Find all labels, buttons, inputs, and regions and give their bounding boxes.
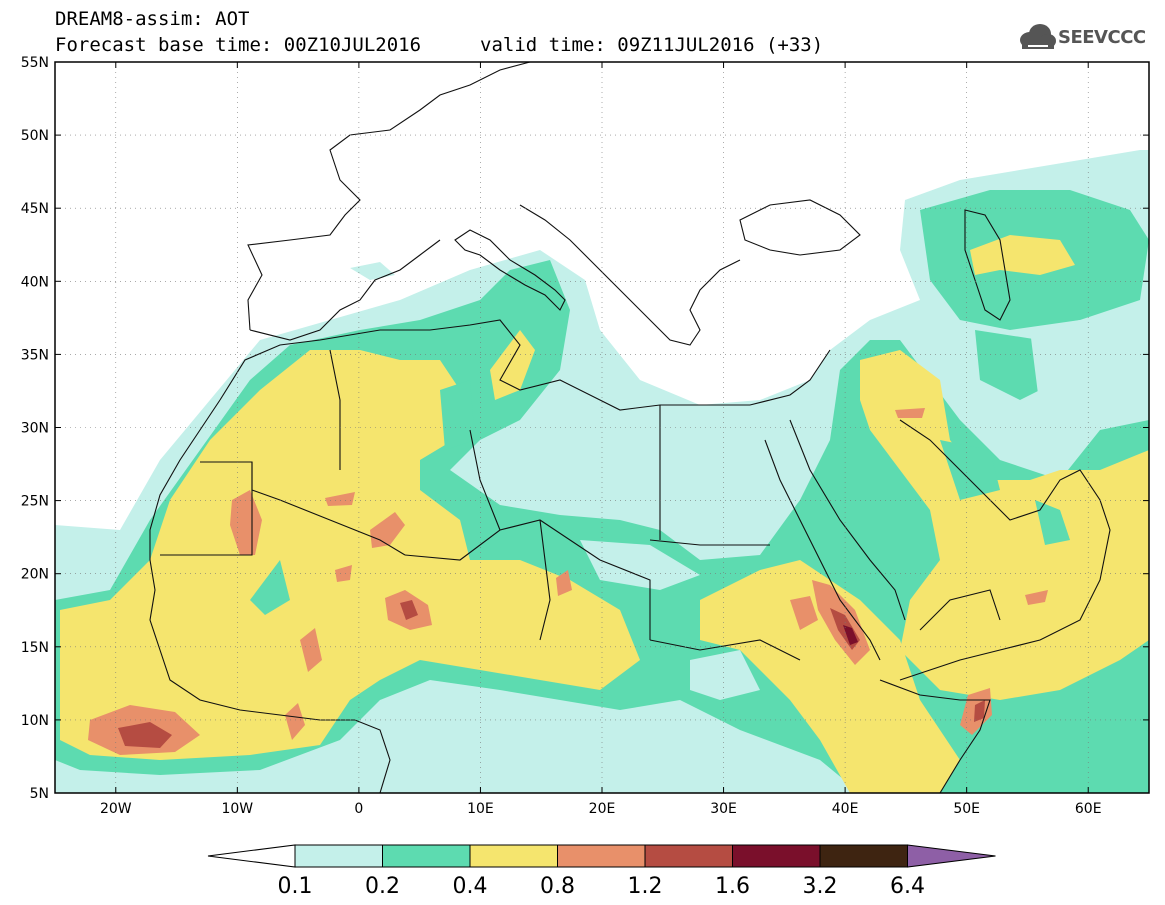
legend-swatch: [382, 844, 471, 868]
lat-tick-label: 30N: [21, 421, 49, 437]
lat-tick-label: 25N: [21, 494, 49, 510]
map-title: DREAM8-assim: AOT: [55, 8, 250, 30]
lat-tick-label: 40N: [21, 274, 49, 290]
seevccc-logo: SEEVCCC: [1018, 20, 1158, 56]
legend-threshold-label: 1.6: [715, 874, 750, 899]
forecast-base-time: Forecast base time: 00Z10JUL2016: [55, 34, 422, 56]
graticule: [55, 62, 1149, 793]
lon-tick-label: 20W: [100, 801, 132, 817]
longitude-axis: 20W 10W 0 10E 20E 30E 40E 50E 60E: [100, 801, 1102, 817]
legend-swatch: [819, 844, 908, 868]
legend-threshold-label: 6.4: [890, 874, 925, 899]
legend-swatch: [732, 844, 821, 868]
latitude-axis: 55N 50N 45N 40N 35N 30N 25N 20N 15N 10N 5N: [21, 55, 49, 802]
aot-holes-low: [480, 320, 1120, 700]
legend-threshold-label: 1.2: [628, 874, 663, 899]
lon-tick-label: 40E: [832, 801, 859, 817]
legend-high-arrow: [907, 844, 996, 868]
legend-threshold-label: 0.4: [453, 874, 488, 899]
legend-swatch: [557, 844, 646, 868]
lon-tick-label: 10W: [221, 801, 253, 817]
legend-threshold-label: 0.1: [278, 874, 313, 899]
lon-tick-label: 60E: [1075, 801, 1102, 817]
lat-tick-label: 15N: [21, 640, 49, 656]
legend-threshold-label: 0.2: [365, 874, 400, 899]
valid-time: valid time: 09Z11JUL2016 (+33): [480, 34, 824, 56]
lat-tick-label: 35N: [21, 347, 49, 363]
lat-tick-label: 50N: [21, 128, 49, 144]
lat-tick-label: 10N: [21, 713, 49, 729]
logo-text: SEEVCCC: [1058, 27, 1146, 48]
aot-green-interior: [250, 380, 1070, 615]
lon-tick-label: 30E: [710, 801, 737, 817]
coastlines: [149, 62, 1111, 793]
legend-swatch: [294, 844, 383, 868]
lat-tick-label: 45N: [21, 201, 49, 217]
lon-tick-label: 20E: [589, 801, 616, 817]
lon-tick-label: 0: [354, 801, 363, 817]
legend-swatch: [469, 844, 558, 868]
legend-threshold-label: 3.2: [803, 874, 838, 899]
aot-legend: 0.1 0.2 0.4 0.8 1.2 1.6 3.2 6.4: [207, 844, 996, 899]
lon-tick-label: 50E: [953, 801, 980, 817]
aot-contour-0.4: [60, 235, 1149, 793]
aot-contour-1.6: [843, 625, 858, 645]
legend-swatch: [644, 844, 733, 868]
legend-threshold-label: 0.8: [540, 874, 575, 899]
lon-tick-label: 10E: [467, 801, 494, 817]
lat-tick-label: 20N: [21, 567, 49, 583]
lat-tick-label: 5N: [30, 786, 49, 802]
lat-tick-label: 55N: [21, 55, 49, 71]
aot-map: 55N 50N 45N 40N 35N 30N 25N 20N 15N 10N 5N 20W 10W 0…: [21, 55, 1150, 817]
axis-ticks: [55, 61, 1149, 794]
cloud-icon: [1020, 24, 1056, 49]
legend-low-arrow: [207, 844, 296, 868]
